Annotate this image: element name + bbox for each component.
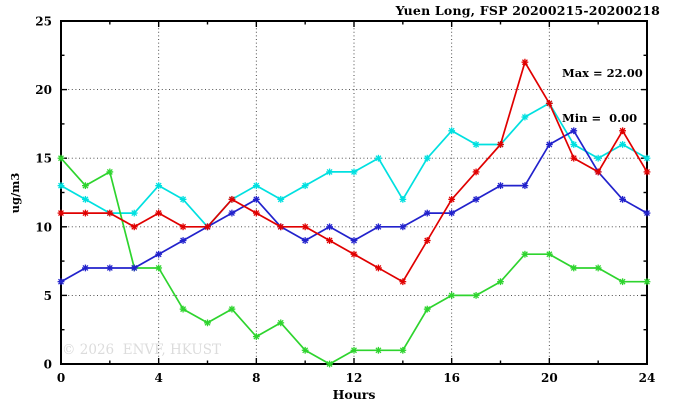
plot-border: [60, 20, 648, 365]
x-tick-label: 20: [541, 371, 558, 385]
y-tick-label: 15: [35, 152, 52, 166]
x-axis-label: Hours: [332, 387, 376, 402]
y-tick-label: 5: [44, 289, 52, 303]
y-axis-label: ug/m3: [8, 172, 22, 214]
chart-title: Yuen Long, FSP 20200215-20200218: [395, 3, 660, 18]
x-tick-labels: 0 4 8 12 16 20 24: [57, 371, 656, 385]
y-tick-label: 25: [35, 15, 52, 29]
min-value-label: Min = 0.00: [562, 111, 638, 125]
y-tick-label: 20: [35, 83, 52, 97]
max-value-label: Max = 22.00: [562, 66, 643, 80]
red-series: [57, 58, 651, 286]
green-series-line: [60, 157, 647, 365]
x-tick-label: 16: [443, 371, 460, 385]
blue-series: [57, 127, 651, 286]
y-tick-label: 0: [44, 358, 52, 372]
x-tick-label: 12: [346, 371, 363, 385]
axis-ticks: [60, 20, 648, 365]
x-tick-label: 0: [57, 371, 65, 385]
x-tick-label: 8: [252, 371, 260, 385]
gridlines: [61, 21, 647, 364]
green-series: [57, 154, 651, 368]
y-tick-label: 10: [35, 220, 52, 234]
max-min-annotation: Max = 22.00 Min = 0.00: [562, 36, 643, 156]
y-tick-labels: 0 5 10 15 20 25: [35, 15, 52, 372]
watermark-text: © 2026 ENVF, HKUST: [62, 342, 222, 358]
x-tick-label: 4: [154, 371, 162, 385]
x-tick-label: 24: [639, 371, 656, 385]
